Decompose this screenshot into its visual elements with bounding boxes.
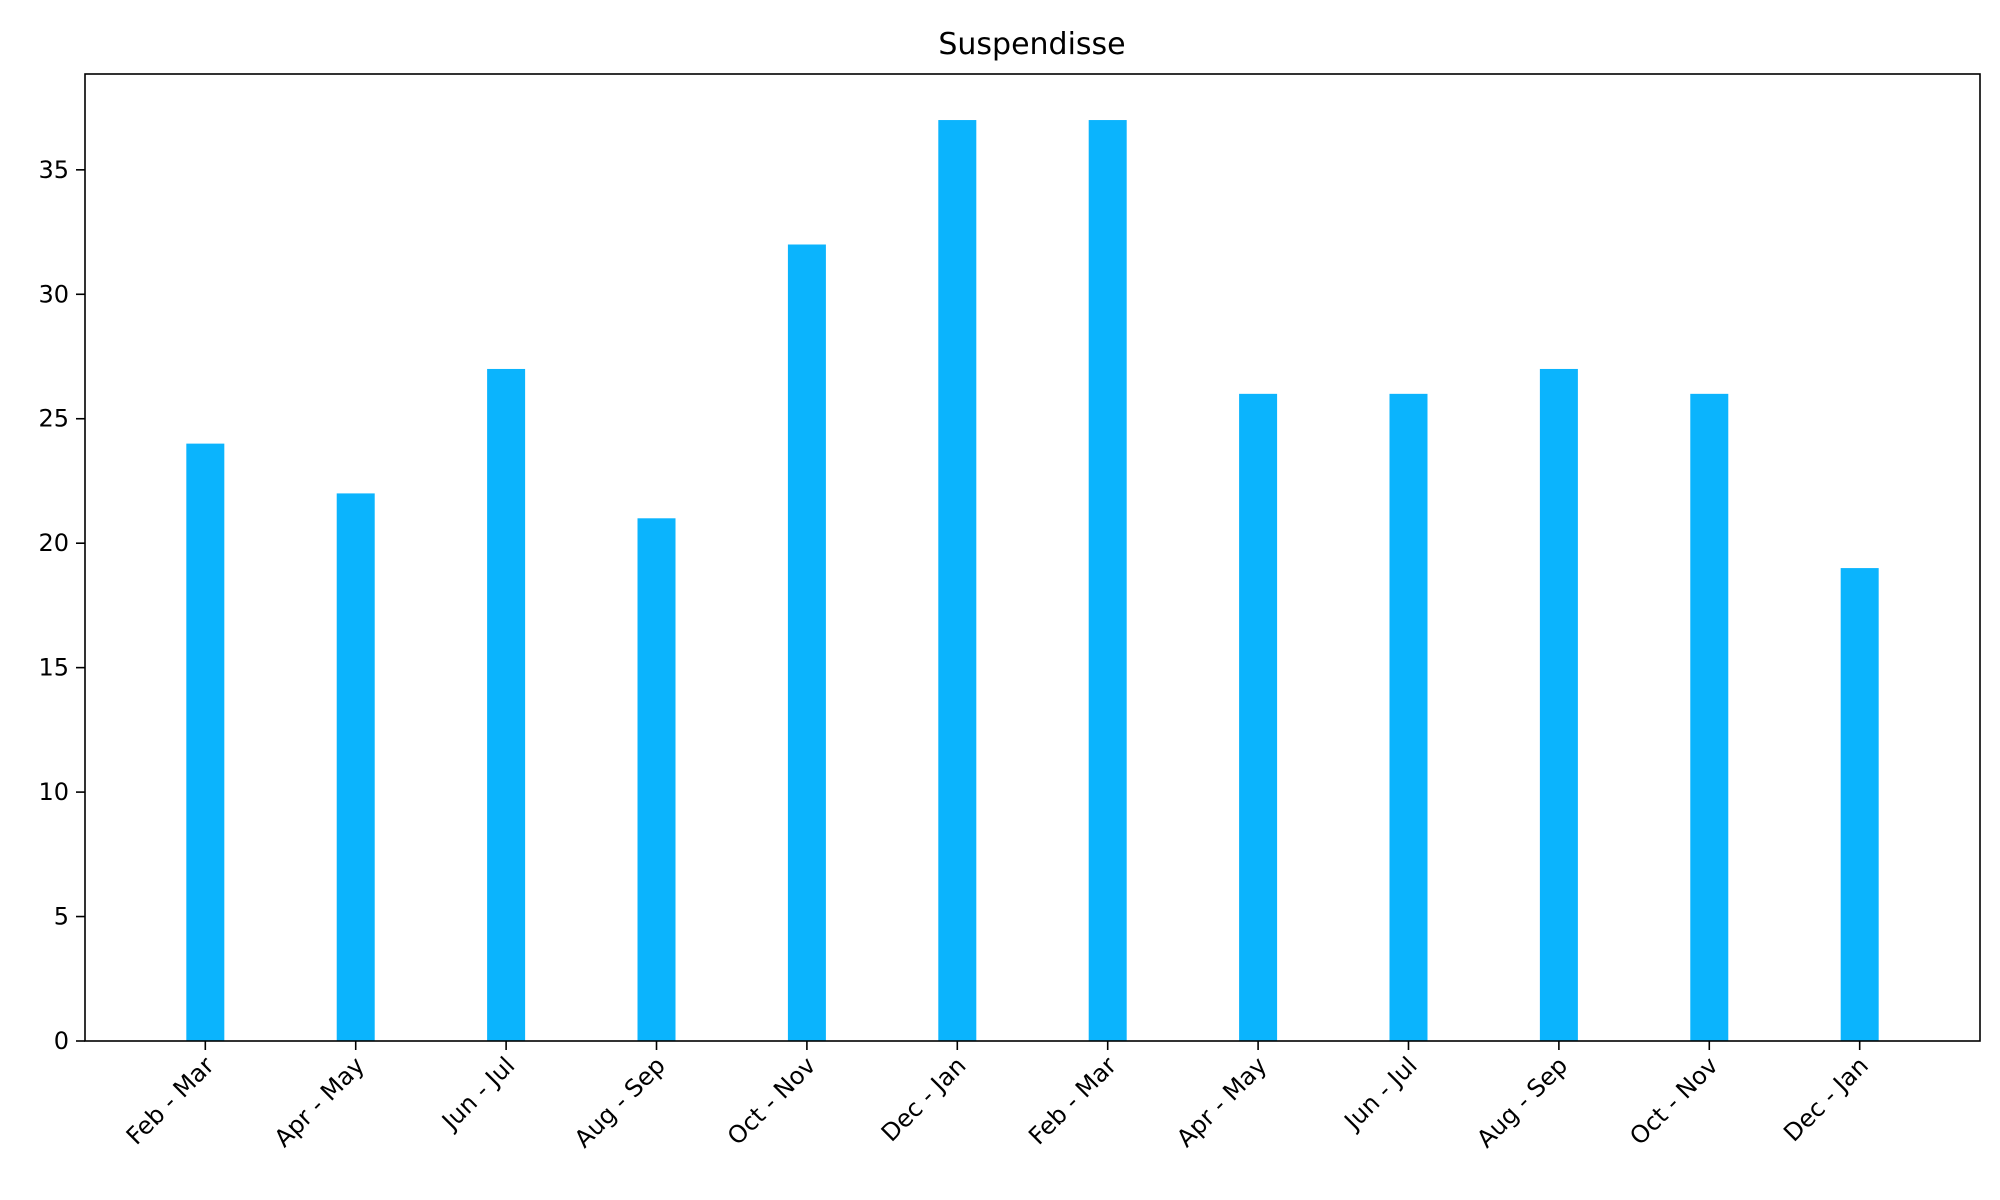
y-tick-label: 10 xyxy=(38,778,69,806)
bar-7 xyxy=(1088,120,1127,1042)
plot-frame xyxy=(84,73,1981,1042)
bars-group xyxy=(186,120,1879,1042)
x-tick-label: Oct - Nov xyxy=(722,1051,821,1150)
bar-12 xyxy=(1840,568,1879,1041)
x-tick-label: Jun - Jul xyxy=(1338,1051,1423,1136)
x-tick-label: Aug - Sep xyxy=(1471,1051,1573,1153)
y-tick-label: 5 xyxy=(54,903,69,931)
x-axis-ticks: Feb - Mar Apr - May Jun - Jul Aug - Sep Oct … xyxy=(121,1041,1874,1153)
x-tick-label: Feb - Mar xyxy=(121,1051,220,1150)
bar-8 xyxy=(1239,393,1278,1042)
bar-2 xyxy=(336,493,375,1041)
bar-5 xyxy=(787,244,826,1042)
bar-4 xyxy=(637,518,676,1041)
y-tick-label: 30 xyxy=(38,280,69,308)
y-axis-ticks: 0 5 10 15 20 25 30 35 xyxy=(38,156,85,1055)
chart-title: Suspendisse xyxy=(938,27,1125,62)
bar-10 xyxy=(1539,368,1578,1041)
y-tick-label: 35 xyxy=(38,156,69,184)
bar-11 xyxy=(1690,393,1729,1042)
y-tick-label: 15 xyxy=(38,654,69,682)
x-tick-label: Apr - May xyxy=(1171,1051,1272,1152)
x-tick-label: Oct - Nov xyxy=(1624,1051,1723,1150)
x-tick-label: Jun - Jul xyxy=(435,1051,520,1136)
bar-9 xyxy=(1389,393,1428,1042)
y-tick-label: 20 xyxy=(38,529,69,557)
y-tick-label: 0 xyxy=(54,1027,69,1055)
bar-6 xyxy=(938,120,977,1042)
bar-1 xyxy=(186,443,225,1041)
x-tick-label: Feb - Mar xyxy=(1023,1051,1122,1150)
x-tick-label: Dec - Jan xyxy=(876,1051,972,1147)
x-tick-label: Aug - Sep xyxy=(569,1051,671,1153)
x-tick-label: Apr - May xyxy=(269,1051,370,1152)
bar-3 xyxy=(487,368,526,1041)
y-tick-label: 25 xyxy=(38,405,69,433)
x-tick-label: Dec - Jan xyxy=(1778,1051,1874,1147)
